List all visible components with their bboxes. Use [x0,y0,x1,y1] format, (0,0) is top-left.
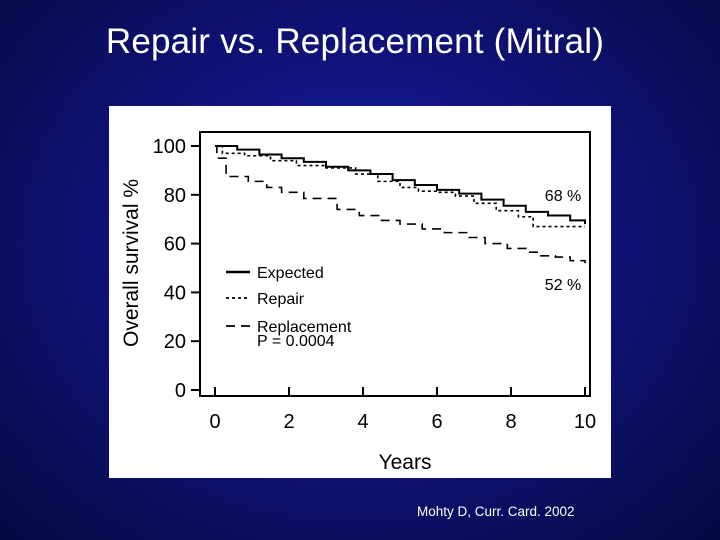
plot-frame [199,131,591,397]
x-tick-label: 8 [505,411,516,433]
chart-panel: 0 20 40 60 80 100 0 2 4 6 8 10 Overall survival % … [109,106,611,478]
legend-label-expected: Expected [257,265,324,282]
slide-title: Repair vs. Replacement (Mitral) [105,22,605,61]
series-line-repair [215,145,585,228]
y-tick-label: 80 [164,185,186,207]
y-axis-label: Overall survival % [120,179,143,347]
survival-annotation: 52 % [545,277,581,294]
p-value-annotation: P = 0.0004 [257,333,335,350]
x-tick-label: 6 [431,411,442,433]
y-tick-label: 60 [164,234,186,256]
x-tick-label: 0 [209,411,220,433]
legend: Expected Repair Replacement [226,265,352,336]
y-tick-label: 20 [164,331,186,353]
citation: Mohty D, Curr. Card. 2002 [417,504,575,519]
legend-label-repair: Repair [257,291,305,308]
legend-label-replacement: Replacement [257,319,352,336]
y-tick-label: 40 [164,282,186,304]
x-tick-label: 4 [357,411,368,433]
series-lines [215,145,586,264]
series-line-replacement [215,145,586,264]
y-tick-label: 0 [175,380,186,402]
x-tick-label: 10 [574,411,596,433]
y-tick-label: 100 [153,136,186,158]
x-axis: 0 2 4 6 8 10 [209,387,596,433]
survival-annotation: 68 % [545,188,581,205]
annotations: 68 % 52 % P = 0.0004 [257,188,581,350]
y-axis: 0 20 40 60 80 100 [153,136,200,402]
x-axis-label: Years [379,451,432,474]
x-tick-label: 2 [283,411,294,433]
series-line-expected [215,145,586,225]
